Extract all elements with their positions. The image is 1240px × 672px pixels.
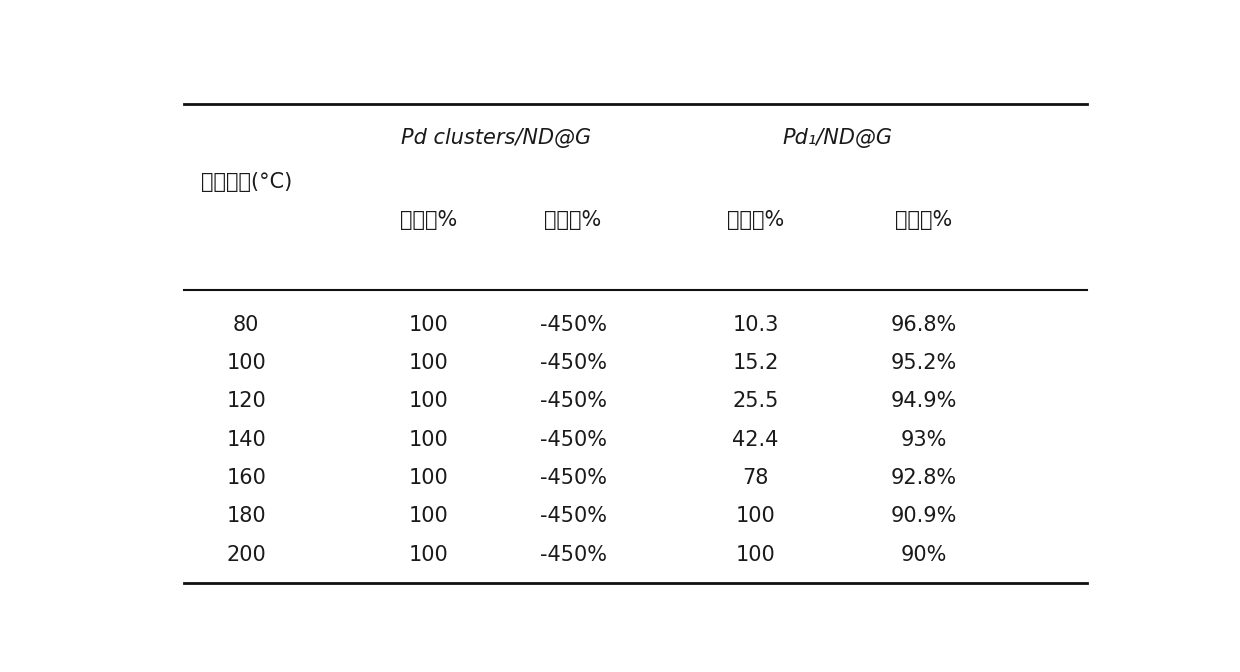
Text: 100: 100 <box>409 544 449 564</box>
Text: -450%: -450% <box>539 544 606 564</box>
Text: 80: 80 <box>233 315 259 335</box>
Text: 160: 160 <box>227 468 267 488</box>
Text: 100: 100 <box>735 544 775 564</box>
Text: Pd clusters/ND@G: Pd clusters/ND@G <box>401 128 591 148</box>
Text: Pd₁/ND@G: Pd₁/ND@G <box>782 128 893 148</box>
Text: 15.2: 15.2 <box>733 353 779 373</box>
Text: 95.2%: 95.2% <box>890 353 957 373</box>
Text: 100: 100 <box>409 468 449 488</box>
Text: 100: 100 <box>409 429 449 450</box>
Text: 94.9%: 94.9% <box>890 392 957 411</box>
Text: 140: 140 <box>227 429 267 450</box>
Text: 100: 100 <box>735 506 775 526</box>
Text: 25.5: 25.5 <box>733 392 779 411</box>
Text: 选择性%: 选择性% <box>544 210 601 230</box>
Text: -450%: -450% <box>539 315 606 335</box>
Text: 92.8%: 92.8% <box>890 468 957 488</box>
Text: 96.8%: 96.8% <box>890 315 957 335</box>
Text: 10.3: 10.3 <box>733 315 779 335</box>
Text: 120: 120 <box>227 392 267 411</box>
Text: 100: 100 <box>227 353 267 373</box>
Text: 选择性%: 选择性% <box>895 210 952 230</box>
Text: 100: 100 <box>409 392 449 411</box>
Text: 100: 100 <box>409 315 449 335</box>
Text: -450%: -450% <box>539 506 606 526</box>
Text: 转化率%: 转化率% <box>727 210 784 230</box>
Text: 78: 78 <box>743 468 769 488</box>
Text: -450%: -450% <box>539 429 606 450</box>
Text: 转化率%: 转化率% <box>401 210 458 230</box>
Text: -450%: -450% <box>539 353 606 373</box>
Text: 93%: 93% <box>900 429 947 450</box>
Text: 反应温度(°C): 反应温度(°C) <box>201 171 291 192</box>
Text: 180: 180 <box>227 506 267 526</box>
Text: 90%: 90% <box>900 544 947 564</box>
Text: -450%: -450% <box>539 468 606 488</box>
Text: -450%: -450% <box>539 392 606 411</box>
Text: 200: 200 <box>227 544 267 564</box>
Text: 100: 100 <box>409 506 449 526</box>
Text: 100: 100 <box>409 353 449 373</box>
Text: 42.4: 42.4 <box>733 429 779 450</box>
Text: 90.9%: 90.9% <box>890 506 957 526</box>
